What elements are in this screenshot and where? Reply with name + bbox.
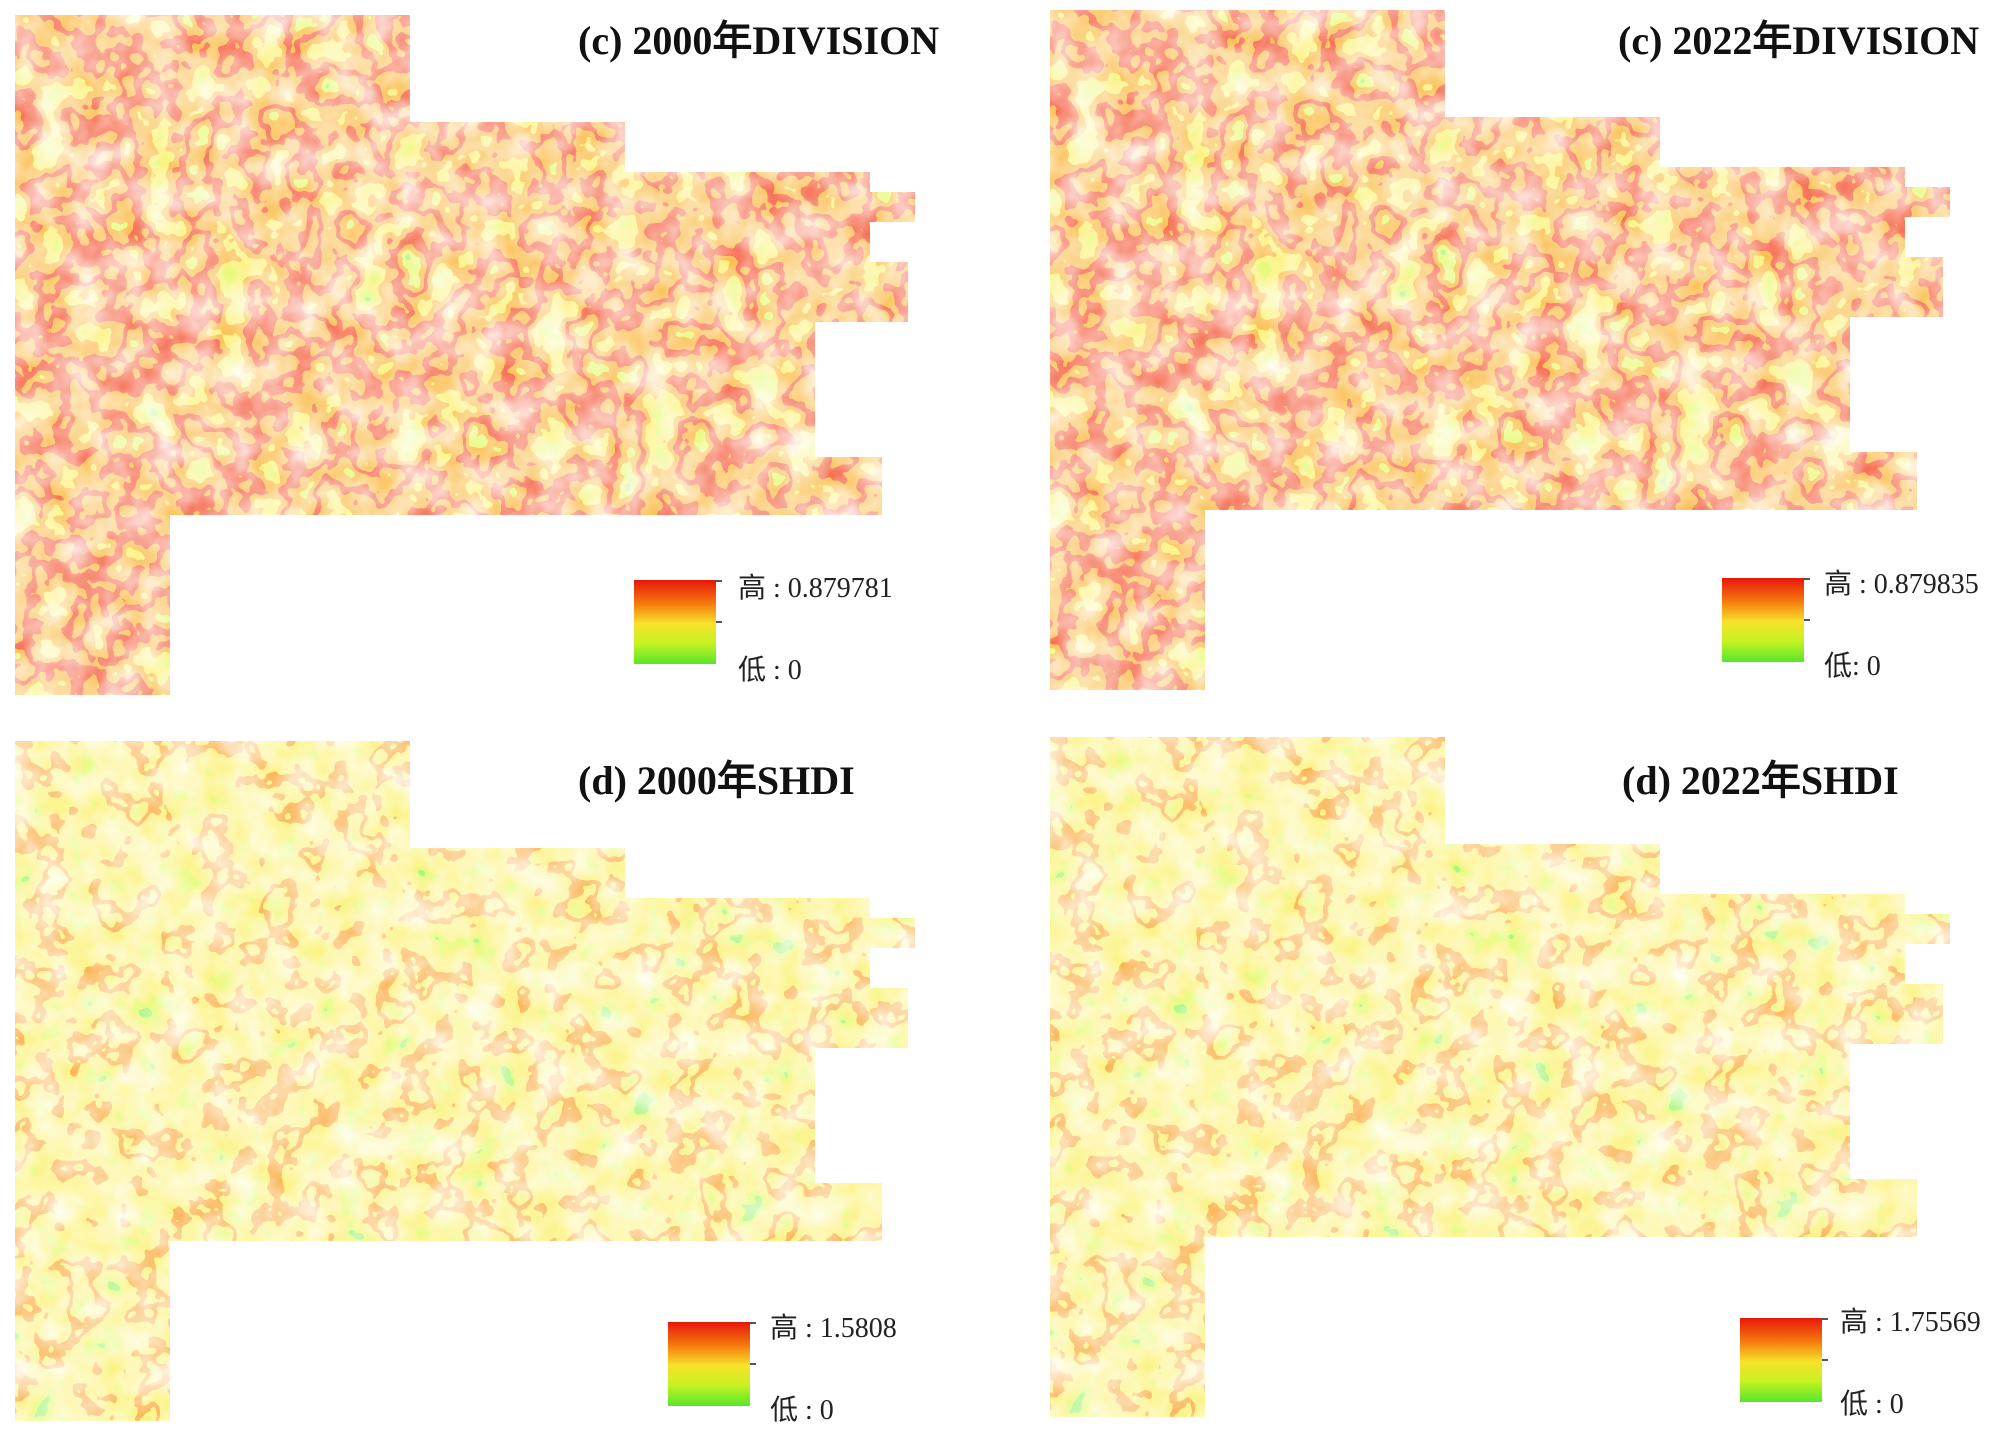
legend-color-ramp [1740,1318,1822,1402]
legend-tick [1822,1318,1828,1320]
map-title: (d) 2000年SHDI [578,758,855,803]
legend-color-ramp [1722,578,1804,662]
map-title: (c) 2000年DIVISION [578,18,940,63]
legend-tick [1804,578,1810,580]
shdi-2000-map [15,741,915,1421]
division-2000-map [15,15,915,695]
legend-high-label: 高 : 0.879781 [738,573,893,604]
legend-low-label: 低 : 0 [1840,1389,1904,1420]
panel-2022-shdi: (d) 2022年SHDI 高 : 1.75569 低 : 0 [1040,726,2000,1441]
legend-tick [750,1363,756,1365]
legend-tick [716,621,722,623]
shdi-2022-map [1050,737,1950,1417]
panel-2000-shdi: (d) 2000年SHDI 高 : 1.5808 低 : 0 [0,726,1000,1441]
legend-tick [1822,1359,1828,1361]
legend-low-label: 低 : 0 [770,1395,834,1426]
legend-tick [1804,619,1810,621]
legend-low-label: 低 : 0 [738,655,802,686]
legend-low-label: 低: 0 [1824,651,1881,682]
legend-high-label: 高 : 1.75569 [1840,1307,1981,1338]
legend-tick [716,580,722,582]
map-title: (c) 2022年DIVISION [1618,18,1980,63]
map-title: (d) 2022年SHDI [1622,758,1899,803]
panel-2000-division: (c) 2000年DIVISION 高 : 0.879781 低 : 0 [0,0,1000,715]
legend-high-label: 高 : 1.5808 [770,1313,897,1344]
panel-2022-division: (c) 2022年DIVISION 高 : 0.879835 低: 0 [1040,0,2000,715]
legend-color-ramp [668,1322,750,1406]
division-2022-map [1050,10,1950,690]
legend-high-label: 高 : 0.879835 [1824,569,1979,600]
legend-tick [750,1322,756,1324]
legend-color-ramp [634,580,716,664]
